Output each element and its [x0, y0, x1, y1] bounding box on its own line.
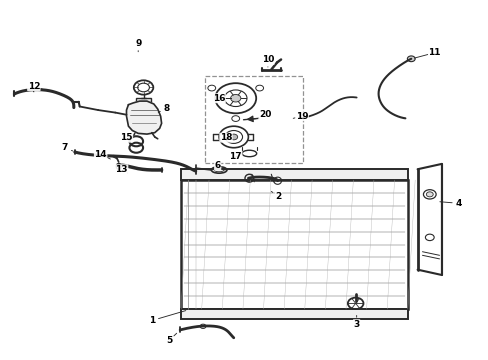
Text: 5: 5	[165, 336, 172, 345]
Text: 3: 3	[353, 320, 359, 329]
Polygon shape	[126, 101, 161, 134]
Text: 7: 7	[62, 143, 68, 152]
Text: 10: 10	[261, 55, 274, 64]
Text: 15: 15	[120, 133, 132, 142]
Bar	[204, 76, 303, 163]
Text: 2: 2	[275, 192, 281, 201]
Text: 9: 9	[135, 39, 141, 48]
Bar	[181, 180, 407, 309]
Text: 4: 4	[455, 199, 461, 208]
Text: 19: 19	[295, 112, 308, 121]
Text: 17: 17	[229, 152, 242, 161]
Text: 1: 1	[148, 316, 155, 325]
Text: 13: 13	[115, 165, 127, 174]
Text: 11: 11	[427, 48, 440, 57]
Text: 16: 16	[212, 94, 225, 103]
Circle shape	[229, 134, 237, 140]
Bar	[181, 309, 407, 319]
Circle shape	[407, 56, 414, 62]
Text: 18: 18	[219, 133, 232, 142]
Bar	[136, 98, 151, 102]
Circle shape	[230, 94, 241, 102]
Text: 12: 12	[27, 82, 40, 91]
Text: 20: 20	[258, 110, 271, 119]
Circle shape	[426, 192, 432, 197]
Text: 6: 6	[214, 161, 221, 170]
Text: 8: 8	[163, 104, 169, 113]
Bar	[181, 169, 407, 180]
Text: 14: 14	[94, 150, 107, 159]
